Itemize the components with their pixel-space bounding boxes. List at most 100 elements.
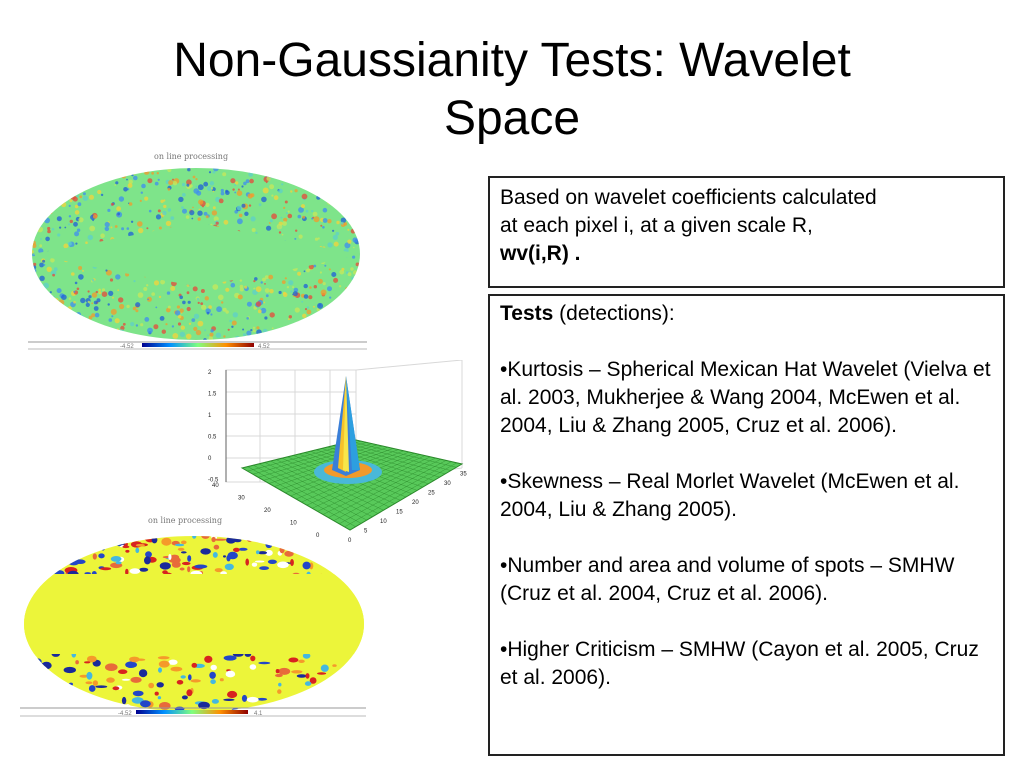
top-map-speck: [71, 272, 75, 276]
surface-peak-face-center: [343, 376, 349, 472]
bottom-map-blob: [126, 536, 139, 539]
bottom-map-blob: [179, 567, 185, 571]
top-map-speck: [68, 297, 72, 300]
top-map-speck: [210, 313, 213, 316]
top-map-speck: [115, 274, 121, 280]
top-map-speck: [137, 292, 144, 298]
top-map-speck: [284, 200, 288, 204]
top-map-speck: [186, 183, 190, 187]
top-map-speck: [86, 319, 90, 322]
top-map-speck: [303, 270, 306, 273]
top-map-speck: [290, 175, 293, 179]
top-map-speck: [237, 218, 243, 225]
top-map-speck: [342, 168, 346, 170]
bottom-map-blob: [131, 697, 144, 704]
top-map-speck: [314, 325, 317, 328]
top-map-speck: [234, 184, 237, 187]
top-map-speck: [57, 172, 63, 178]
bottom-map-blob: [254, 560, 265, 563]
top-map-speck: [37, 192, 43, 197]
top-map-speck: [98, 288, 101, 292]
bottom-map-blob: [28, 545, 35, 552]
top-map-speck: [77, 322, 81, 325]
top-map-galactic-mask: [32, 222, 360, 286]
top-map-speck: [86, 335, 90, 340]
top-map-speck: [151, 171, 154, 175]
bottom-map-blob: [224, 563, 234, 570]
top-map-speck: [268, 274, 274, 280]
top-map-speck: [336, 168, 341, 171]
top-map-speck: [322, 171, 326, 175]
top-map-speck: [332, 234, 338, 240]
top-map-speck: [268, 222, 271, 224]
top-map-speck: [335, 172, 341, 178]
bottom-map-blob: [191, 662, 198, 668]
bottom-map-blob: [28, 565, 38, 568]
top-map-speck: [303, 294, 309, 299]
top-map-speck: [296, 321, 302, 326]
top-map-speck: [250, 168, 253, 170]
top-map-speck: [317, 237, 320, 240]
top-map-speck: [140, 191, 143, 194]
top-map-speck: [108, 318, 113, 322]
top-map-speck: [320, 173, 326, 179]
bottom-map-blob: [158, 660, 170, 668]
top-map-speck: [139, 199, 142, 202]
top-map-speck: [331, 171, 335, 175]
top-map-speck: [293, 287, 299, 293]
top-map-speck: [192, 206, 194, 209]
bottom-map-blob: [47, 551, 52, 559]
top-map-speck: [257, 309, 262, 314]
top-map-speck: [216, 306, 223, 313]
bottom-map-blob: [66, 542, 78, 550]
bottom-map-blob: [354, 561, 363, 566]
top-map-speck: [48, 300, 53, 304]
top-map-speck: [141, 183, 146, 189]
top-map-speck: [246, 301, 252, 307]
top-map-speck: [352, 168, 355, 170]
top-map-speck: [227, 168, 231, 170]
top-map-speck: [281, 183, 284, 186]
top-map-speck: [181, 182, 186, 187]
top-map-speck: [123, 187, 128, 192]
top-map-cbar-max: 4.52: [258, 344, 270, 350]
bottom-map-blob: [139, 567, 149, 572]
top-map-speck: [58, 186, 64, 192]
top-map-speck: [208, 336, 214, 340]
top-map-speck: [319, 271, 322, 274]
bottom-map-blob: [125, 549, 130, 553]
top-map-speck: [109, 278, 114, 282]
top-map-speck: [298, 207, 304, 213]
bottom-map-blob: [46, 679, 56, 687]
top-map-speck: [61, 201, 67, 208]
top-map-speck: [195, 185, 198, 188]
bottom-map-blob: [349, 663, 359, 670]
bottom-map-blob: [41, 567, 48, 573]
top-map-speck: [319, 189, 322, 192]
top-map-speck: [344, 242, 351, 249]
top-map-speck: [43, 282, 49, 289]
top-map-speck: [49, 173, 54, 178]
top-map-speck: [241, 203, 246, 208]
bottom-map-blob: [336, 548, 349, 555]
top-map-speck: [283, 337, 287, 340]
top-map-speck: [252, 329, 256, 333]
top-map-speck: [232, 188, 235, 191]
top-map-speck: [354, 287, 359, 292]
bottom-map-blob: [223, 555, 226, 558]
top-map-speck: [283, 291, 286, 295]
bottom-map-blob: [161, 537, 172, 546]
top-map-speck: [47, 226, 51, 231]
top-map-speck: [93, 300, 98, 305]
bottom-map-blob: [226, 555, 231, 562]
bottom-map-blob: [33, 656, 38, 662]
top-map-speck: [33, 200, 36, 203]
top-map-speck: [127, 339, 130, 340]
top-map-speck: [78, 217, 84, 223]
top-map-speck: [346, 302, 352, 309]
top-map-speck: [251, 336, 255, 340]
top-map-speck: [348, 179, 354, 185]
top-map-speck: [311, 210, 314, 213]
top-map-speck: [342, 297, 345, 300]
surface-z-tick-label: 1: [208, 413, 212, 419]
